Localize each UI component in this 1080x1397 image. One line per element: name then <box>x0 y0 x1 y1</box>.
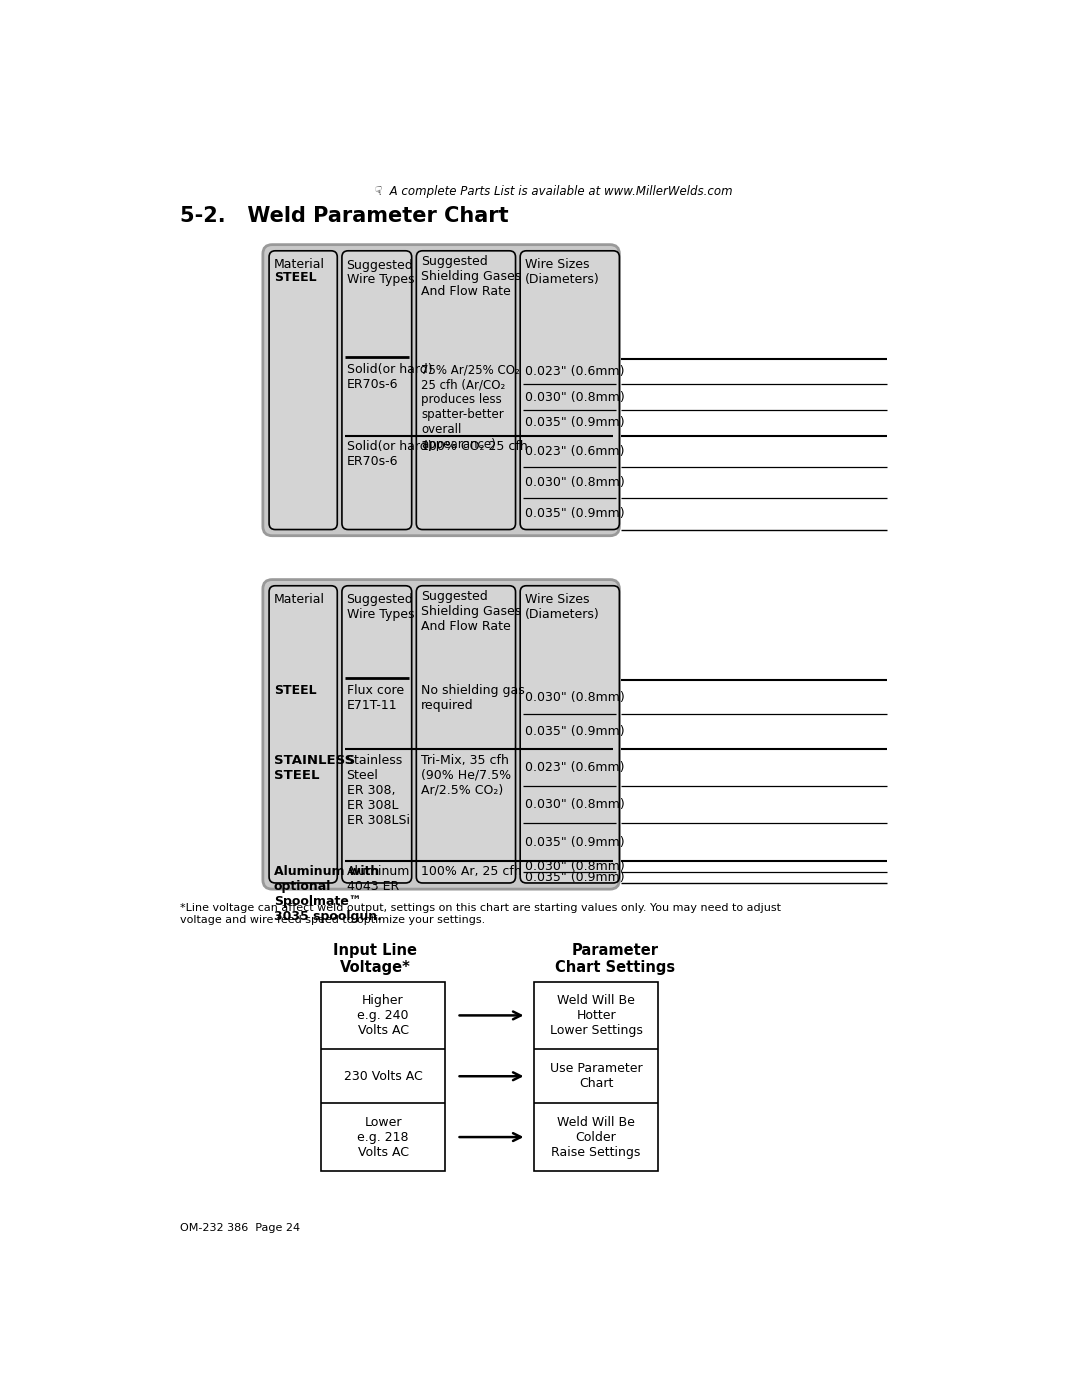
FancyBboxPatch shape <box>269 251 337 529</box>
Text: Wire Sizes
(Diameters): Wire Sizes (Diameters) <box>525 594 599 622</box>
Text: Use Parameter
Chart: Use Parameter Chart <box>550 1062 643 1090</box>
Text: Tri-Mix, 35 cfh
(90% He/7.5%
Ar/2.5% CO₂): Tri-Mix, 35 cfh (90% He/7.5% Ar/2.5% CO₂… <box>421 753 511 796</box>
Text: No shielding gas
required: No shielding gas required <box>421 685 525 712</box>
Text: STEEL: STEEL <box>273 271 316 284</box>
Text: Parameter
Chart Settings: Parameter Chart Settings <box>555 943 676 975</box>
FancyBboxPatch shape <box>269 585 337 883</box>
Bar <box>321 982 445 1171</box>
Text: 75% Ar/25% CO₂
25 cfh (Ar/CO₂
produces less
spatter-better
overall
appearance): 75% Ar/25% CO₂ 25 cfh (Ar/CO₂ produces l… <box>421 363 519 451</box>
Text: STAINLESS
STEEL: STAINLESS STEEL <box>273 753 354 781</box>
Text: STEEL: STEEL <box>273 685 316 697</box>
Text: Weld Will Be
Colder
Raise Settings: Weld Will Be Colder Raise Settings <box>552 1116 640 1158</box>
Text: Solid(or hard)
ER70s-6: Solid(or hard) ER70s-6 <box>347 363 432 391</box>
FancyBboxPatch shape <box>521 585 619 883</box>
Text: 0.035" (0.9mm): 0.035" (0.9mm) <box>525 725 624 738</box>
Text: Suggested
Wire Types: Suggested Wire Types <box>347 594 414 622</box>
Text: Weld Will Be
Hotter
Lower Settings: Weld Will Be Hotter Lower Settings <box>550 993 643 1037</box>
Text: 230 Volts AC: 230 Volts AC <box>343 1070 422 1083</box>
Text: 100% CO₂ 25 cfh: 100% CO₂ 25 cfh <box>421 440 528 453</box>
Text: *Line voltage can affect weld output, settings on this chart are starting values: *Line voltage can affect weld output, se… <box>180 902 781 925</box>
Text: Material: Material <box>273 258 325 271</box>
Text: Wire Sizes
(Diameters): Wire Sizes (Diameters) <box>525 258 599 286</box>
Text: 100% Ar, 25 cfh: 100% Ar, 25 cfh <box>421 865 522 879</box>
Text: Input Line
Voltage*: Input Line Voltage* <box>334 943 417 975</box>
Text: Solid(or hard)
ER70s-6: Solid(or hard) ER70s-6 <box>347 440 432 468</box>
Text: 0.035" (0.9mm): 0.035" (0.9mm) <box>525 416 624 429</box>
Text: 0.023" (0.6mm): 0.023" (0.6mm) <box>525 365 624 379</box>
Text: 0.023" (0.6mm): 0.023" (0.6mm) <box>525 761 624 774</box>
Text: Flux core
E71T-11: Flux core E71T-11 <box>347 685 404 712</box>
Text: Aluminum with
optional
Spoolmate™
3035 spoolgun.: Aluminum with optional Spoolmate™ 3035 s… <box>273 865 381 923</box>
Text: Suggested
Shielding Gases
And Flow Rate: Suggested Shielding Gases And Flow Rate <box>421 256 522 299</box>
Text: 0.035" (0.9mm): 0.035" (0.9mm) <box>525 835 624 848</box>
Text: 0.030" (0.8mm): 0.030" (0.8mm) <box>525 859 624 873</box>
FancyBboxPatch shape <box>342 251 411 529</box>
Text: 0.035" (0.9mm): 0.035" (0.9mm) <box>525 507 624 521</box>
Text: Suggested
Wire Types: Suggested Wire Types <box>347 258 414 286</box>
Text: OM-232 386  Page 24: OM-232 386 Page 24 <box>180 1222 300 1232</box>
FancyBboxPatch shape <box>416 251 515 529</box>
Bar <box>535 982 658 1171</box>
Text: Stainless
Steel
ER 308,
ER 308L
ER 308LSi: Stainless Steel ER 308, ER 308L ER 308LS… <box>347 753 409 827</box>
Text: 0.030" (0.8mm): 0.030" (0.8mm) <box>525 690 624 704</box>
Text: Higher
e.g. 240
Volts AC: Higher e.g. 240 Volts AC <box>357 993 408 1037</box>
FancyBboxPatch shape <box>262 244 619 535</box>
Text: 0.035" (0.9mm): 0.035" (0.9mm) <box>525 870 624 884</box>
Text: Suggested
Shielding Gases
And Flow Rate: Suggested Shielding Gases And Flow Rate <box>421 591 522 633</box>
Text: 0.023" (0.6mm): 0.023" (0.6mm) <box>525 444 624 458</box>
FancyBboxPatch shape <box>521 251 619 529</box>
FancyBboxPatch shape <box>342 585 411 883</box>
Text: 0.030" (0.8mm): 0.030" (0.8mm) <box>525 391 624 404</box>
FancyBboxPatch shape <box>262 580 619 888</box>
Text: 0.030" (0.8mm): 0.030" (0.8mm) <box>525 798 624 812</box>
Text: 5-2.   Weld Parameter Chart: 5-2. Weld Parameter Chart <box>180 207 509 226</box>
Text: ☟  A complete Parts List is available at www.MillerWelds.com: ☟ A complete Parts List is available at … <box>375 184 732 197</box>
Text: Lower
e.g. 218
Volts AC: Lower e.g. 218 Volts AC <box>357 1116 408 1158</box>
Text: Aluminum
4043 ER: Aluminum 4043 ER <box>347 865 410 893</box>
Text: 0.030" (0.8mm): 0.030" (0.8mm) <box>525 476 624 489</box>
FancyBboxPatch shape <box>416 585 515 883</box>
Text: Material: Material <box>273 594 325 606</box>
